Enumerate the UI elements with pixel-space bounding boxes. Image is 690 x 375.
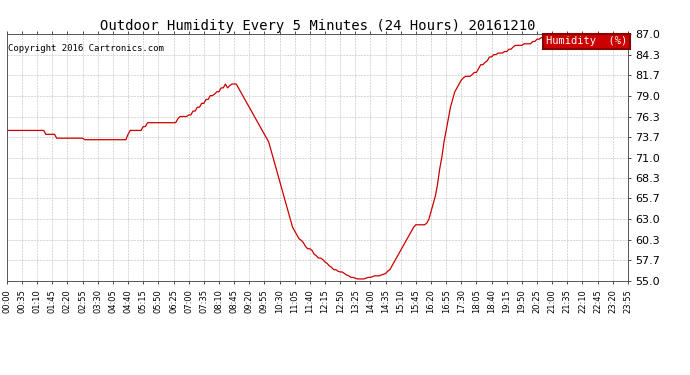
Text: Copyright 2016 Cartronics.com: Copyright 2016 Cartronics.com <box>8 44 164 52</box>
Text: Humidity  (%): Humidity (%) <box>546 36 627 46</box>
Title: Outdoor Humidity Every 5 Minutes (24 Hours) 20161210: Outdoor Humidity Every 5 Minutes (24 Hou… <box>99 19 535 33</box>
